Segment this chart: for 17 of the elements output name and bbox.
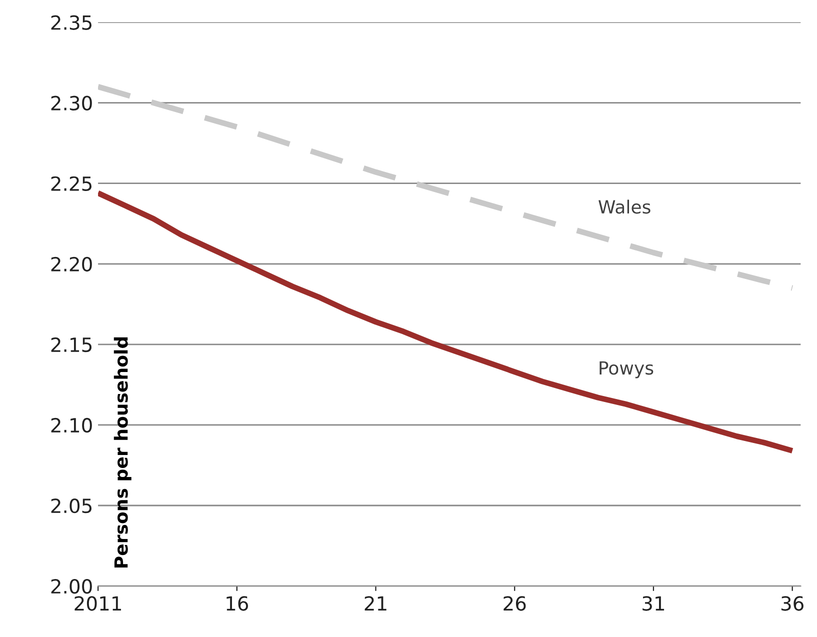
y-tick-label: 2.25 (51, 176, 92, 192)
x-tick-label: 31 (642, 596, 664, 611)
x-tick-label: 36 (781, 596, 804, 611)
y-tick-label: 2.10 (51, 418, 92, 433)
y-tick-label: 2.00 (51, 578, 92, 594)
y-axis-title: Persons per household (114, 337, 132, 568)
x-tick-label: 16 (226, 596, 248, 611)
x-tick-label: 2011 (74, 596, 121, 611)
y-tick-label: 2.05 (51, 498, 92, 514)
y-tick-label: 2.20 (51, 256, 92, 272)
series-label: Wales (598, 200, 650, 214)
y-tick-label: 2.15 (51, 337, 92, 352)
x-tick-label: 26 (504, 596, 526, 611)
series-label: Powys (600, 361, 654, 378)
y-tick-label: 2.35 (51, 15, 92, 30)
y-tick-label: 2.30 (51, 96, 92, 110)
x-tick-label: 21 (364, 596, 386, 611)
